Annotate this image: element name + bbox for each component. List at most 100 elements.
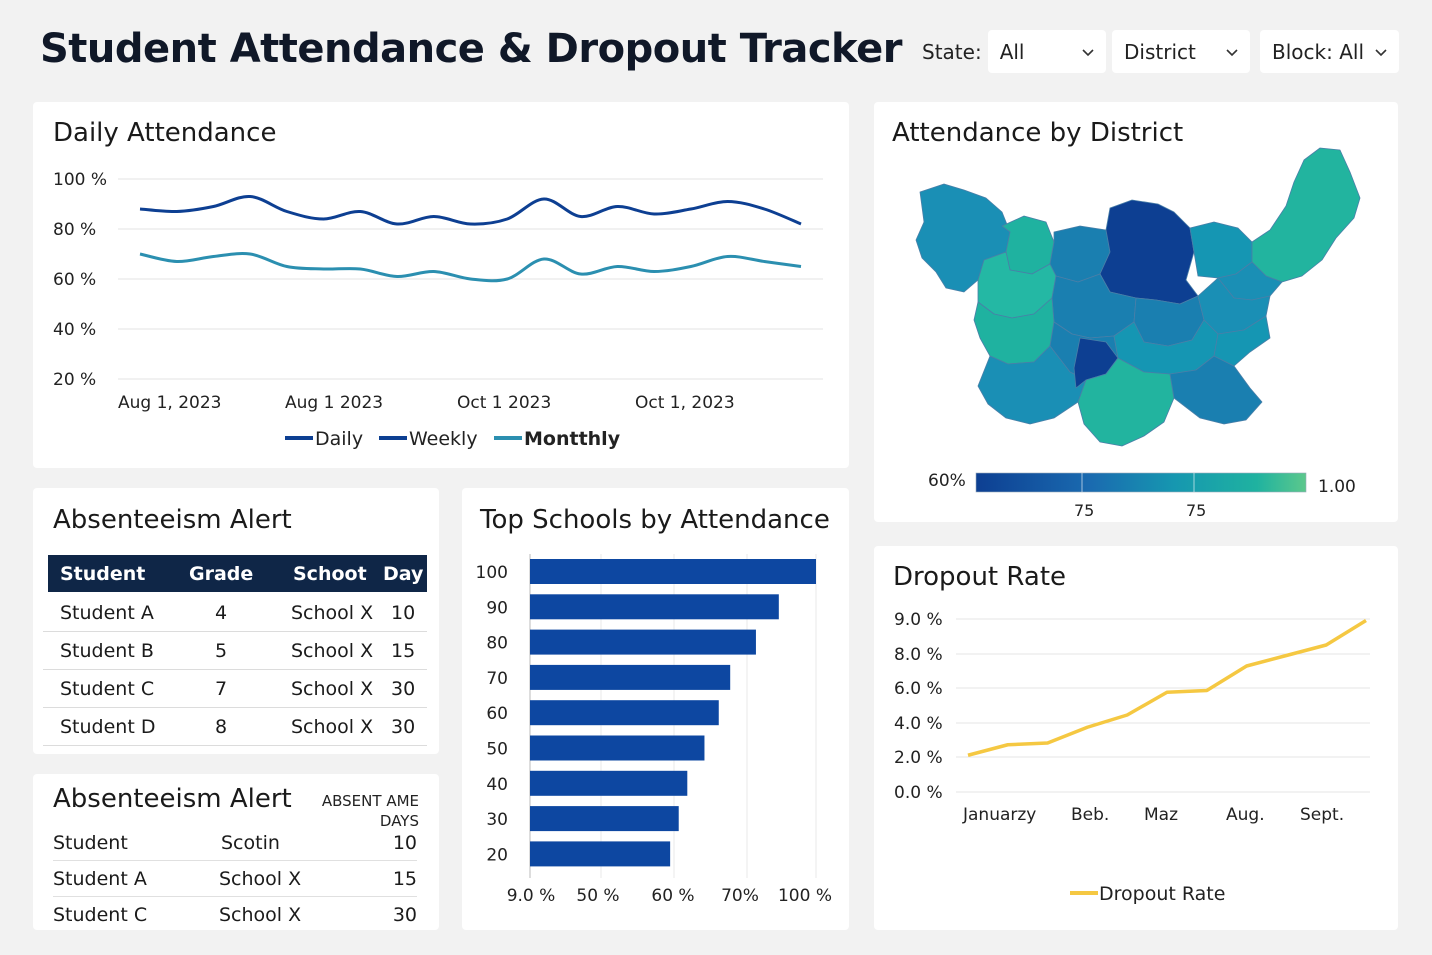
absenteeism-alert-title: Absenteeism Alert <box>53 784 292 814</box>
cell-student: Student A <box>53 867 147 890</box>
bar <box>530 770 688 796</box>
cell-days: 30 <box>391 677 416 700</box>
y-tick-label: 9.0 % <box>894 610 943 630</box>
page-title: Student Attendance & Dropout Tracker <box>40 26 902 72</box>
cell-school: School X <box>291 715 374 738</box>
scale-max-label: 1.00 <box>1318 477 1356 497</box>
y-tick-label: 8.0 % <box>894 645 943 665</box>
bar <box>530 594 779 620</box>
column-header[interactable]: Schoot <box>293 562 367 585</box>
cell-student: Student D <box>60 715 156 738</box>
y-tick-label: 40 <box>486 775 508 795</box>
x-tick-label: 60 % <box>651 886 694 906</box>
y-tick-label: 20 % <box>53 370 96 390</box>
cell-school: School X <box>219 904 302 926</box>
cell-days: 15 <box>391 639 416 662</box>
color-scale-bar <box>975 472 1307 493</box>
chevron-down-icon <box>1226 48 1238 56</box>
state-select-value: All <box>999 39 1025 64</box>
cell-student: Student A <box>60 601 154 624</box>
state-filter-label: State: <box>922 39 982 64</box>
column-header[interactable]: Day <box>383 562 424 585</box>
y-tick-label: 30 <box>486 810 508 830</box>
bar <box>530 559 816 584</box>
chevron-down-icon <box>1082 48 1094 56</box>
x-tick-label: Oct 1, 2023 <box>635 393 735 413</box>
bar <box>530 629 756 655</box>
table-row[interactable]: Student A 4 School X 10 <box>43 594 427 632</box>
absenteeism-alert-card-2: Absenteeism Alert ABSENT AME DAYS Studen… <box>33 774 439 930</box>
district-filter[interactable]: District <box>1112 30 1250 73</box>
cell-student: Student C <box>60 677 155 700</box>
legend-label: Daily <box>315 428 363 450</box>
district-select[interactable]: District <box>1112 30 1250 73</box>
y-tick-label: 20 <box>486 845 508 865</box>
bar <box>530 841 671 867</box>
state-select[interactable]: All <box>987 30 1106 73</box>
dropout-rate-card: Dropout Rate 9.0 % 8.0 % 6.0 % 4.0 % 2.0 % 0.… <box>874 546 1398 930</box>
district-select-value: District <box>1124 39 1196 64</box>
district-map: 60% 1.00 75 75 <box>915 147 1361 520</box>
x-tick-label: Januarzy <box>962 805 1036 825</box>
block-filter[interactable]: Block: All <box>1260 30 1399 73</box>
block-select[interactable]: Block: All <box>1260 30 1399 73</box>
x-tick-label: Aug. <box>1226 805 1265 825</box>
cell-grade: 4 <box>215 601 228 624</box>
absent-days-header: ABSENT AME DAYS <box>321 792 419 830</box>
absenteeism-alert-card: Absenteeism Alert Student Grade Schoot D… <box>33 488 439 754</box>
y-tick-label: 80 % <box>53 220 96 240</box>
daily-attendance-card: Daily Attendance 100 % 80 % 60 % 40 % 20 % A… <box>33 102 849 468</box>
district-region <box>1099 199 1199 305</box>
district-region <box>1077 357 1175 447</box>
table-row[interactable]: Student B 5 School X 15 <box>43 632 427 670</box>
cell-days: 10 <box>391 601 416 624</box>
column-header[interactable]: Grade <box>189 562 254 585</box>
table-row[interactable]: Student A School X 15 <box>53 861 417 897</box>
y-tick-label: 0.0 % <box>894 783 943 803</box>
block-select-value: All <box>1339 39 1364 64</box>
bar <box>530 735 705 761</box>
x-tick-label: 50 % <box>576 886 619 906</box>
daily-attendance-title: Daily Attendance <box>53 118 277 148</box>
x-tick-label: Maz <box>1144 805 1178 825</box>
cell-days: 30 <box>391 715 416 738</box>
y-tick-label: 90 <box>486 598 508 618</box>
table-row[interactable]: Student D 8 School X 30 <box>43 708 427 746</box>
y-tick-label: 2.0 % <box>894 748 943 768</box>
y-tick-label: 6.0 % <box>894 679 943 699</box>
y-tick-label: 4.0 % <box>894 714 943 734</box>
x-tick-label: Aug 1 2023 <box>285 393 383 413</box>
cell-days: 10 <box>392 831 417 854</box>
district-map-title: Attendance by District <box>892 118 1184 148</box>
y-tick-label: 100 % <box>53 170 107 190</box>
cell-student: Student B <box>60 639 154 662</box>
legend-label: Weekly <box>409 428 478 450</box>
table-row[interactable]: Student Scotin 10 <box>53 825 417 861</box>
top-schools-title: Top Schools by Attendance <box>480 505 830 535</box>
x-tick-label: 70% <box>721 886 759 906</box>
x-tick-label: 100 % <box>778 886 832 906</box>
cell-grade: 8 <box>215 715 228 738</box>
cell-student: Student C <box>53 904 148 926</box>
y-tick-label: 40 % <box>53 320 96 340</box>
district-region <box>1001 215 1055 275</box>
scale-tick-label: 75 <box>1186 501 1206 520</box>
column-header[interactable]: Student <box>60 562 146 585</box>
table-row[interactable]: Student C School X 30 <box>53 897 417 933</box>
cell-school: School X <box>291 601 374 624</box>
series-line-montthly <box>139 252 802 283</box>
x-tick-label: 9.0 % <box>507 886 556 906</box>
y-tick-label: 70 <box>486 669 508 689</box>
x-tick-label: Aug 1, 2023 <box>118 393 222 413</box>
scale-tick-label: 75 <box>1074 501 1094 520</box>
cell-school: School X <box>291 677 374 700</box>
absenteeism-alert-title: Absenteeism Alert <box>53 505 292 535</box>
cell-school: School X <box>219 867 302 890</box>
district-region <box>1251 147 1361 283</box>
y-tick-label: 60 <box>486 704 508 724</box>
table-header: Student Grade Schoot Day <box>48 555 427 592</box>
legend-label: Montthly <box>524 428 621 450</box>
district-region <box>1213 315 1271 367</box>
state-filter[interactable]: State: All <box>922 30 1106 73</box>
table-row[interactable]: Student C 7 School X 30 <box>43 670 427 708</box>
